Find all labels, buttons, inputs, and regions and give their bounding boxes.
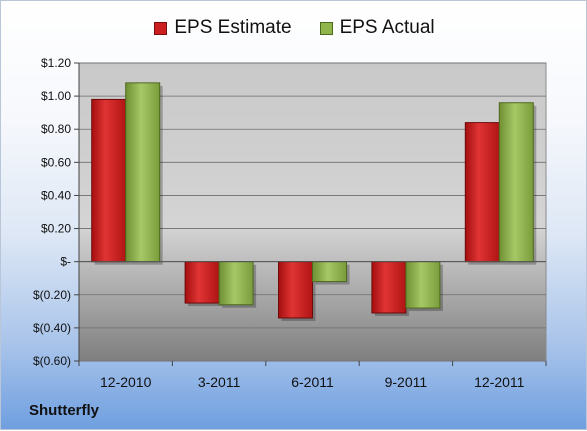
y-tick-label: $1.00 (41, 89, 71, 103)
company-name: Shutterfly (29, 402, 100, 419)
legend-swatch-actual (319, 21, 333, 35)
chart-legend: EPS Estimate EPS Actual (1, 17, 587, 39)
x-tick-label: 12-2010 (100, 374, 152, 390)
y-tick-label: $- (60, 255, 71, 269)
y-tick-label: $0.80 (41, 122, 71, 136)
legend-item-estimate: EPS Estimate (154, 17, 292, 39)
y-tick-label: $0.60 (41, 155, 71, 169)
bar-eps-actual (218, 261, 254, 306)
bar-eps-actual (125, 82, 161, 263)
bar-eps-estimate (464, 122, 500, 263)
bar-eps-estimate (184, 261, 220, 304)
legend-label-actual: EPS Actual (339, 17, 435, 38)
x-tick-label: 6-2011 (291, 374, 334, 390)
bar-eps-actual (498, 102, 534, 263)
bar-eps-actual (312, 261, 347, 283)
y-tick-label: $(0.60) (33, 354, 71, 368)
y-tick-label: $0.40 (41, 188, 71, 202)
bar-eps-actual (405, 261, 441, 309)
legend-swatch-estimate (154, 21, 168, 35)
x-tick-label: 12-2011 (474, 374, 525, 390)
bar-eps-estimate (278, 261, 313, 319)
y-tick-label: $(0.20) (33, 288, 71, 302)
legend-label-estimate: EPS Estimate (174, 17, 292, 38)
legend-item-actual: EPS Actual (319, 17, 435, 39)
bar-eps-estimate (91, 98, 127, 263)
x-tick-label: 9-2011 (385, 374, 428, 390)
bar-eps-estimate (371, 261, 407, 314)
y-tick-label: $1.20 (41, 56, 71, 70)
x-tick-label: 3-2011 (198, 374, 241, 390)
y-tick-label: $0.20 (41, 222, 71, 236)
y-tick-label: $(0.40) (33, 321, 71, 335)
